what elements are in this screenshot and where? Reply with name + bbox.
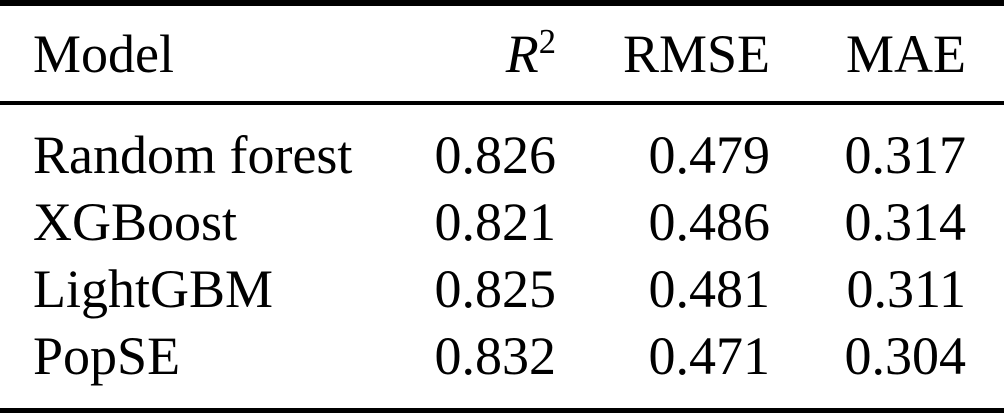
cell-mae-value: 0.304 — [844, 325, 967, 386]
cell-r2-value: 0.821 — [434, 191, 557, 252]
cell-r2-value: 0.826 — [434, 124, 557, 185]
table-body: Random forest 0.826 0.479 0.317 XGBoost … — [0, 105, 1004, 408]
table-row-popse: PopSE 0.832 0.471 0.304 — [0, 322, 1004, 389]
r2-symbol: R — [505, 23, 539, 84]
cell-r2-value: 0.825 — [434, 258, 557, 319]
cell-mae-value: 0.311 — [846, 258, 967, 319]
mid-rule — [0, 101, 1004, 105]
cell-r2-value: 0.832 — [434, 325, 557, 386]
table-row-random-forest: Random forest 0.826 0.479 0.317 — [0, 121, 1004, 188]
table-row-xgboost: XGBoost 0.821 0.486 0.314 — [0, 188, 1004, 255]
cell-model-name: PopSE — [33, 325, 181, 386]
cell-model-name: XGBoost — [33, 191, 238, 252]
table-header-row: Model R2 RMSE MAE — [0, 6, 1004, 101]
cell-rmse-value: 0.481 — [648, 258, 771, 319]
cell-rmse-value: 0.486 — [648, 191, 771, 252]
cell-model-name: Random forest — [33, 124, 353, 185]
cell-rmse-value: 0.479 — [648, 124, 771, 185]
header-cell-rmse: RMSE — [622, 23, 770, 84]
cell-mae-value: 0.317 — [844, 124, 967, 185]
header-cell-model: Model — [33, 23, 174, 84]
cell-rmse-value: 0.471 — [648, 325, 771, 386]
cell-mae-value: 0.314 — [844, 191, 967, 252]
header-cell-mae: MAE — [846, 23, 966, 84]
r2-superscript: 2 — [538, 22, 556, 61]
cell-model-name: LightGBM — [33, 258, 274, 319]
bottom-rule — [0, 408, 1004, 413]
top-rule — [0, 0, 1004, 6]
header-cell-r2: R2 — [420, 23, 556, 84]
table-row-lightgbm: LightGBM 0.825 0.481 0.311 — [0, 255, 1004, 322]
